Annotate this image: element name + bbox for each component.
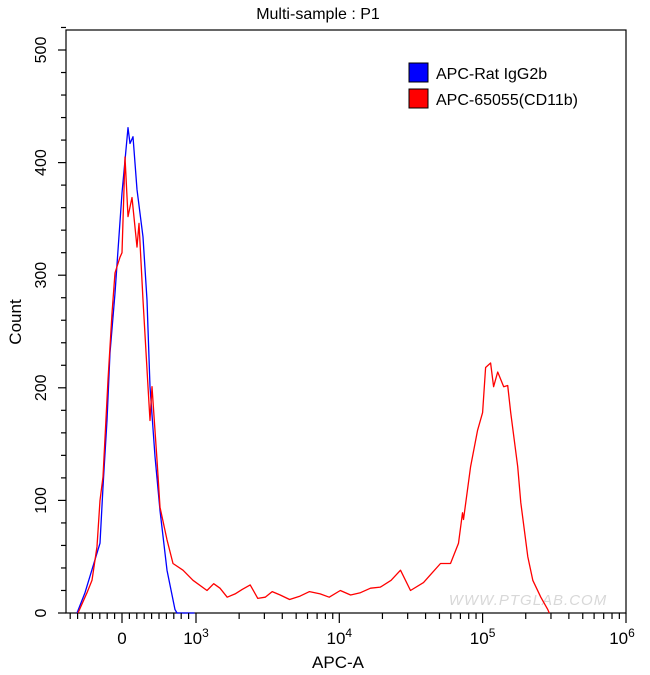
x-tick-label: 0: [117, 629, 126, 648]
x-tick-label: 105: [470, 626, 496, 648]
series-layer: [76, 127, 550, 614]
legend-label-isotype: APC-Rat IgG2b: [436, 66, 547, 83]
y-tick-label: 0: [33, 608, 50, 617]
y-tick-label: 300: [33, 262, 50, 289]
y-tick-label: 100: [33, 487, 50, 514]
x-tick-label: 106: [609, 626, 635, 648]
series-line-1: [77, 156, 550, 614]
y-tick-label: 400: [33, 149, 50, 176]
legend-swatch-isotype: [408, 62, 429, 83]
y-tick-label: 500: [33, 37, 50, 64]
x-tick-label: 104: [326, 626, 352, 648]
legend-label-cd11b: APC-65055(CD11b): [436, 92, 578, 109]
legend-swatch-cd11b: [408, 88, 429, 109]
axes: 0 100 200 300 400 500 0 103 104 105 106: [33, 26, 635, 648]
chart-title: Multi-sample : P1: [256, 6, 380, 23]
y-axis-label: Count: [6, 299, 25, 345]
legend: APC-Rat IgG2b APC-65055(CD11b): [408, 62, 578, 109]
series-line-0: [76, 127, 195, 614]
x-axis-label: APC-A: [312, 653, 365, 672]
plot-frame: [65, 29, 627, 614]
y-tick-label: 200: [33, 374, 50, 401]
watermark: WWW.PTGLAB.COM: [449, 592, 607, 609]
x-tick-label: 103: [183, 626, 209, 648]
